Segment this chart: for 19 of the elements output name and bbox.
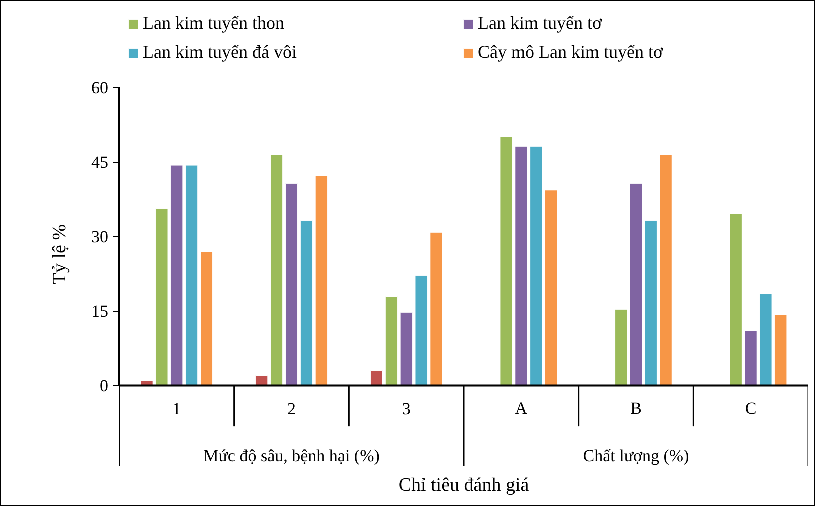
text: Chất lượng (%) — [583, 446, 690, 466]
y-tick-label: 60 — [92, 78, 108, 98]
legend-label: Lan kim tuyến tơ — [478, 13, 604, 34]
legend-label: Lan kim tuyến thon — [143, 13, 286, 34]
x-tick-label: B — [630, 399, 642, 418]
y-tick-label: 15 — [92, 302, 108, 322]
x-tick-label: A — [515, 399, 528, 418]
x-tick-label: C — [745, 399, 757, 418]
text: Mức độ sâu, bệnh hại (%) — [204, 446, 380, 466]
x-tick-label: 1 — [172, 400, 182, 419]
y-tick-label: 45 — [92, 153, 108, 172]
legend-label: Lan kim tuyến đá vôi — [143, 42, 298, 63]
x-axis-title: Chỉ tiêu đánh giá — [398, 475, 530, 496]
y-tick-label: 30 — [92, 228, 108, 247]
x-tick-label: 2 — [288, 400, 296, 419]
legend-label: Cây mô Lan kim tuyến tơ — [478, 42, 664, 63]
y-axis-title: Tỷ lệ % — [50, 224, 70, 285]
x-tick-label: 3 — [402, 400, 411, 419]
y-tick-label: 0 — [100, 376, 108, 396]
